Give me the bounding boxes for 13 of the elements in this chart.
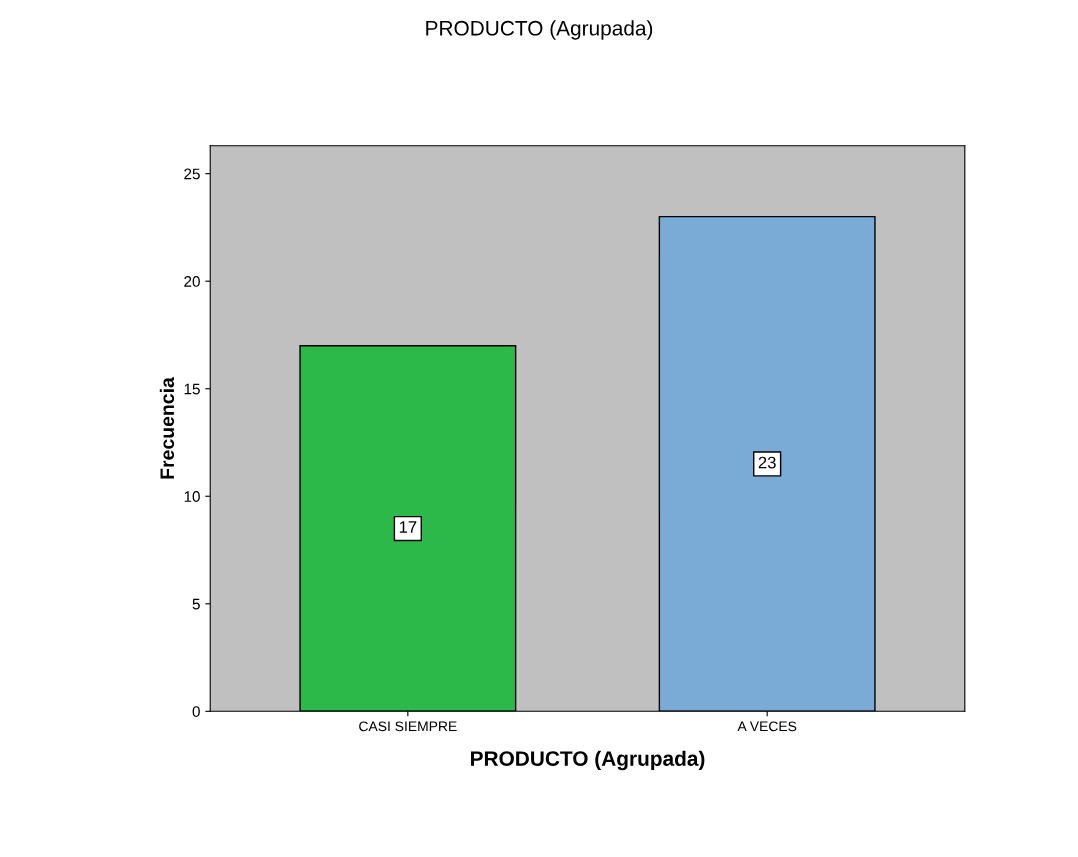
data-label: 17 [399,521,417,533]
y-tick-label: 10 [184,491,200,502]
y-tick-label: 15 [184,383,200,395]
y-tick-label: 25 [184,168,200,180]
y-axis-title: Frecuencia [159,377,175,479]
x-axis-title: PRODUCTO (Agrupada) [471,750,705,771]
y-tick-label: 20 [184,276,200,287]
x-tick-label: A VECES [737,721,797,732]
x-tick-label: CASI SIEMPRE [359,721,457,732]
data-label: 23 [758,456,776,469]
y-tick-label: 0 [192,706,200,717]
chart-title: PRODUCTO (Agrupada) [426,20,653,40]
y-tick-label: 5 [192,598,200,610]
